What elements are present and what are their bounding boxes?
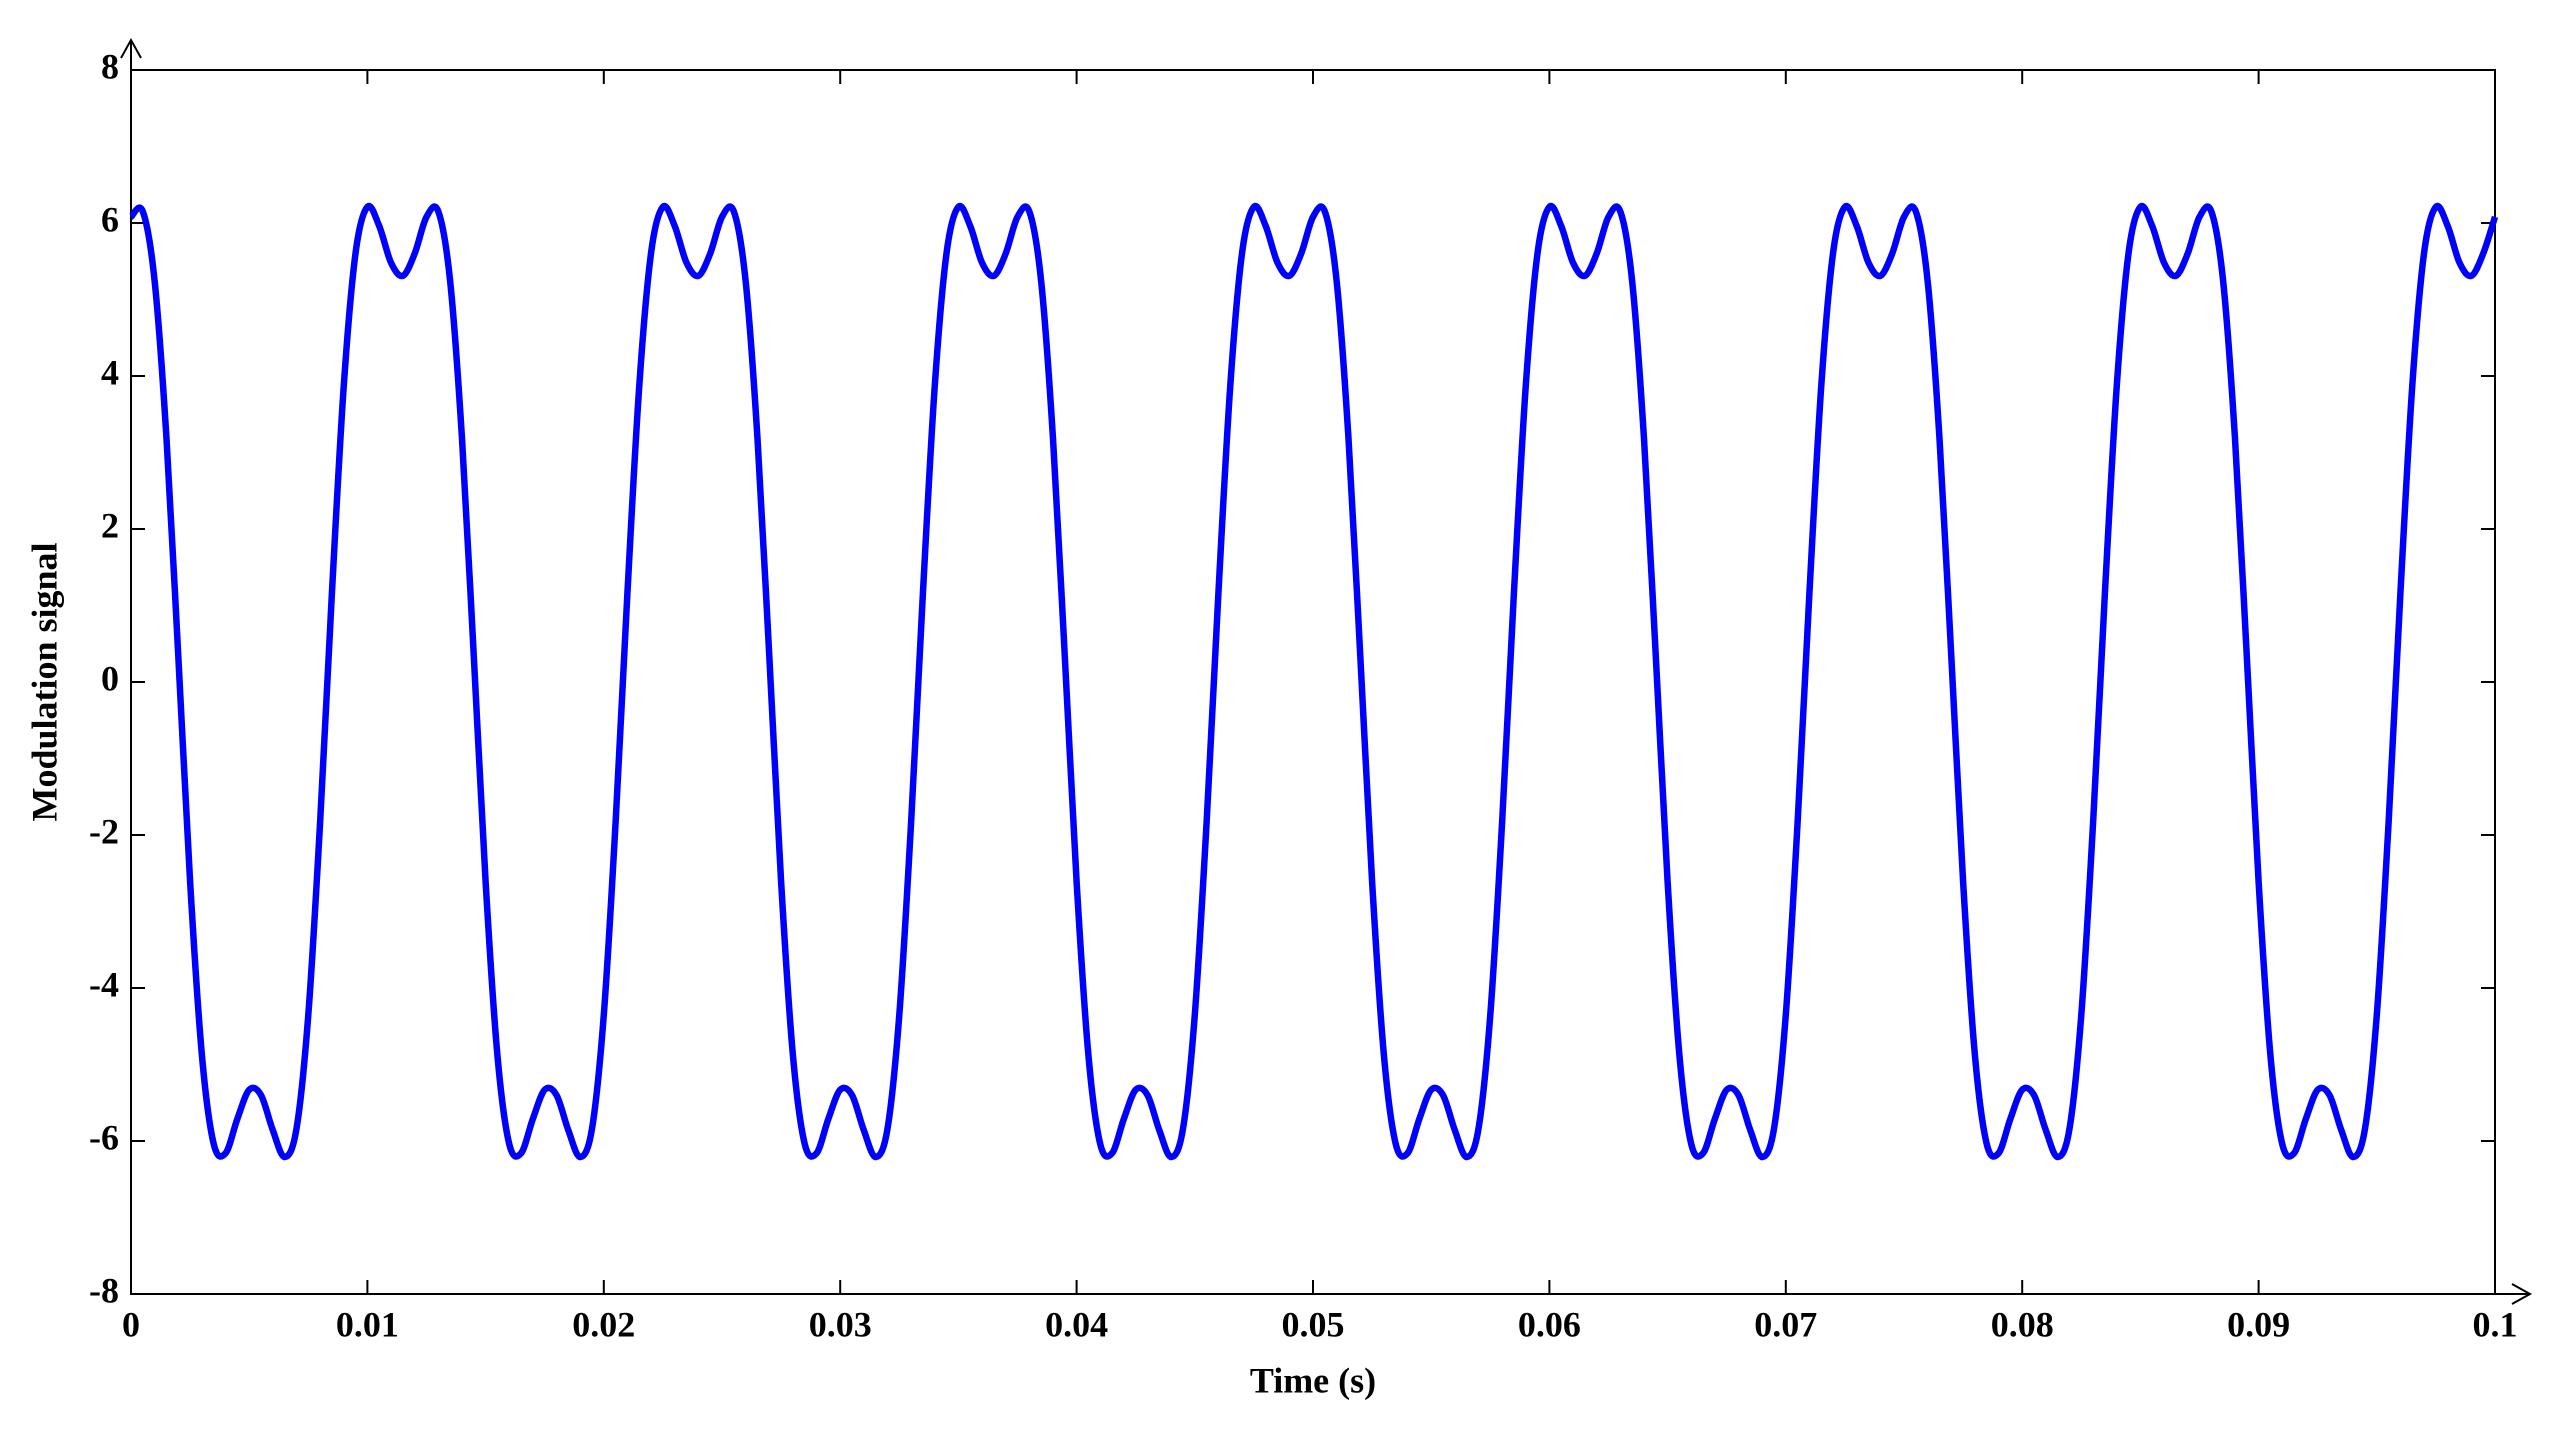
y-tick-label: 4 [101,352,119,392]
y-tick-label: 2 [101,505,119,545]
x-axis-label: Time (s) [1250,1360,1376,1400]
y-tick-label: -2 [89,811,119,851]
x-tick-label: 0.03 [809,1304,872,1344]
x-axis-arrow [2495,1283,2533,1305]
y-axis-label: Modulation signal [24,542,64,821]
y-tick-label: 6 [101,199,119,239]
y-tick-label: -4 [89,964,119,1004]
x-tick-label: 0.05 [1282,1304,1345,1344]
x-tick-label: 0.01 [336,1304,399,1344]
x-tick-label: 0.02 [572,1304,635,1344]
x-tick-label: 0.04 [1045,1304,1108,1344]
x-tick-label: 0.07 [1754,1304,1817,1344]
x-tick-label: 0.1 [2473,1304,2518,1344]
x-tick-label: 0.06 [1518,1304,1581,1344]
plot-frame [130,69,2496,1295]
signal-line [128,202,2499,1161]
x-tick-label: 0 [122,1304,140,1344]
y-axis-arrow [120,37,142,70]
x-tick-label: 0.09 [2227,1304,2290,1344]
y-tick-label: 0 [101,658,119,698]
y-tick-label: 8 [101,46,119,86]
y-tick-label: -6 [89,1117,119,1157]
y-tick-label: -8 [89,1270,119,1310]
x-tick-label: 0.08 [1991,1304,2054,1344]
